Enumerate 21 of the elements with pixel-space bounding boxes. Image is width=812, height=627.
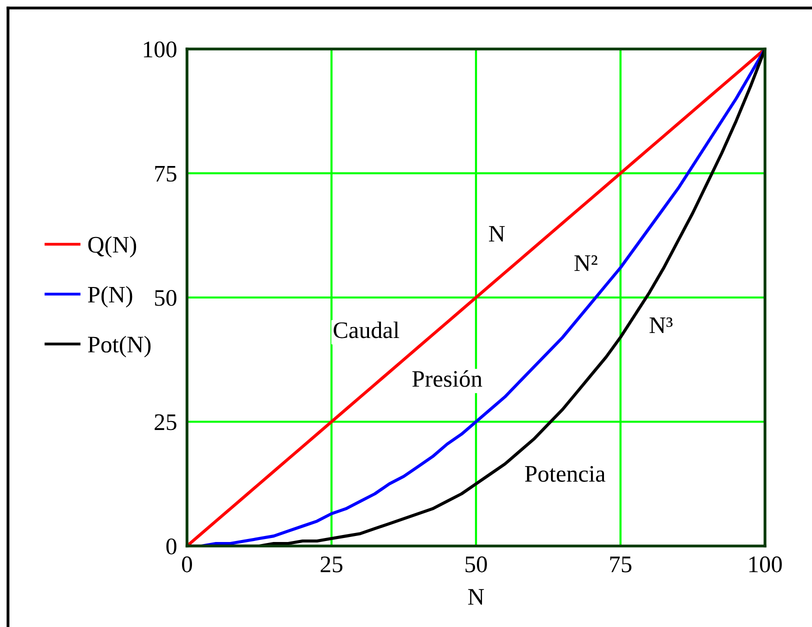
legend-label: P(N) [88, 286, 132, 308]
legend-label: Pot(N) [88, 336, 151, 358]
legend-label: Q(N) [88, 236, 136, 258]
x-tick-label: 50 [466, 556, 487, 572]
annotation: Caudal [334, 322, 400, 338]
y-tick-label: 0 [166, 538, 176, 554]
annotation: N [488, 226, 505, 242]
annotation: Potencia [525, 466, 606, 482]
annotation: N³ [650, 317, 673, 333]
x-tick-label: 100 [749, 556, 782, 572]
annotation: N² [574, 255, 598, 271]
line-series [187, 49, 765, 546]
y-tick-label: 25 [154, 414, 176, 430]
y-tick-label: 100 [144, 41, 176, 58]
x-axis-title: N [468, 589, 484, 605]
x-tick-label: 75 [610, 556, 632, 572]
y-tick-label: 75 [155, 166, 176, 182]
x-tick-label: 25 [320, 556, 342, 572]
annotation: Presión [412, 370, 482, 387]
x-tick-label: 0 [182, 556, 192, 572]
y-tick-label: 50 [155, 290, 176, 306]
